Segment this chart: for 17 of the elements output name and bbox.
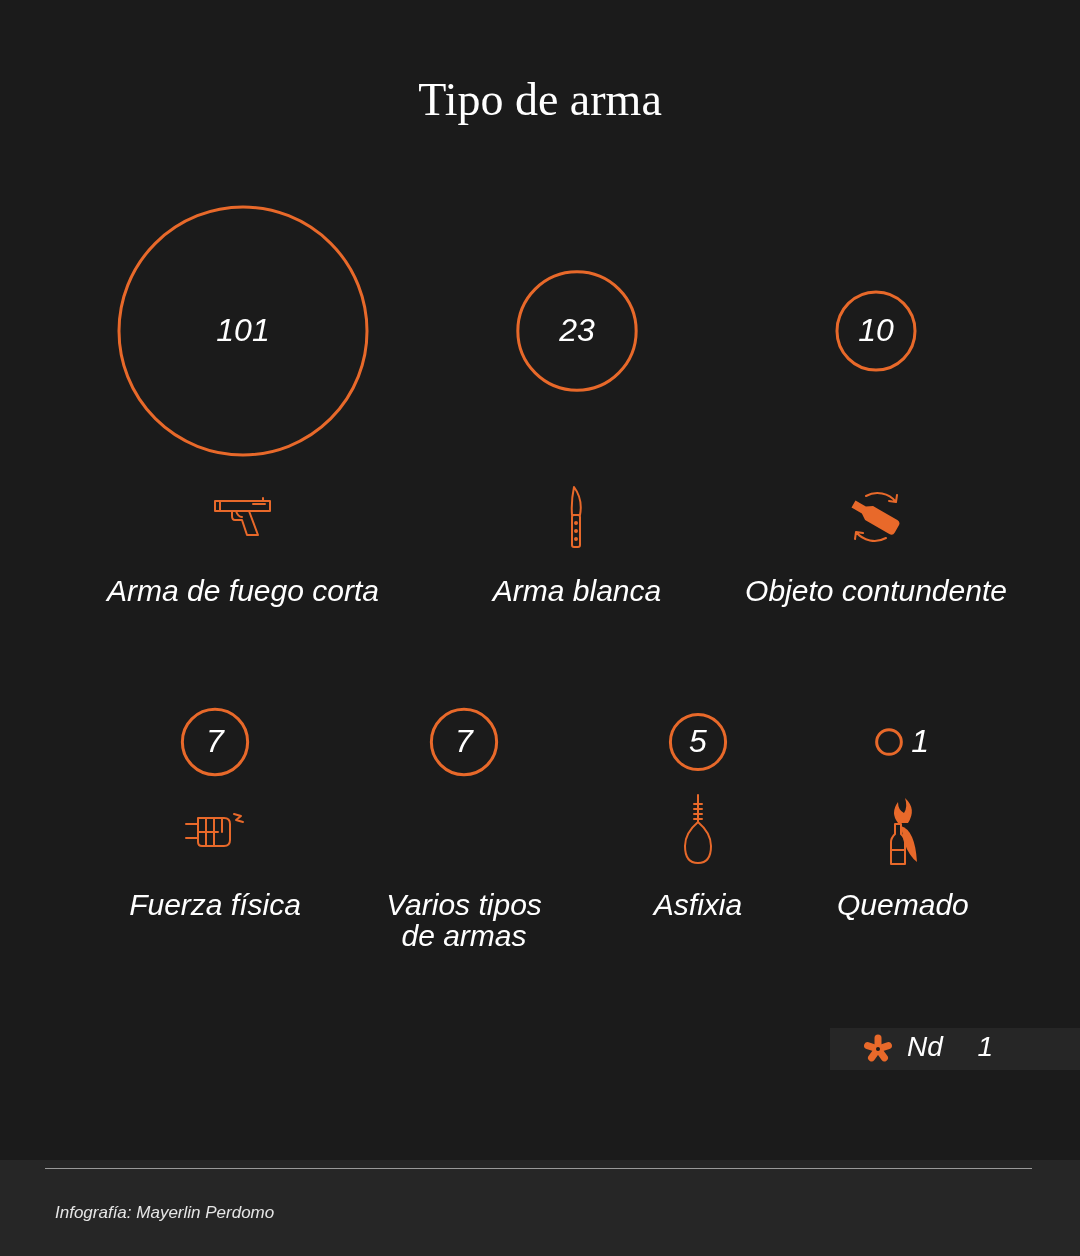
text: Nd 1 xyxy=(907,1030,994,1062)
data-label: 7 xyxy=(206,722,226,759)
text: Infografía: Mayerlin Perdomo xyxy=(55,1202,275,1222)
data-label: 5 xyxy=(689,722,708,759)
data-label: 7 xyxy=(455,722,475,759)
category-label: Quemado xyxy=(837,888,969,922)
category-label: Objeto contundente xyxy=(745,574,1007,608)
category-label: Fuerza física xyxy=(129,888,301,922)
data-label: 1 xyxy=(911,722,930,759)
data-label: 23 xyxy=(558,311,595,348)
category-label: Arma de fuego corta xyxy=(105,574,379,608)
data-label: 101 xyxy=(216,311,270,348)
category-label: Varios tipos de armas xyxy=(386,888,542,953)
category-label: Arma blanca xyxy=(490,574,662,608)
category-label: Asfixia xyxy=(651,888,743,922)
text: Tipo de arma xyxy=(418,74,662,126)
data-label: 10 xyxy=(858,311,894,348)
